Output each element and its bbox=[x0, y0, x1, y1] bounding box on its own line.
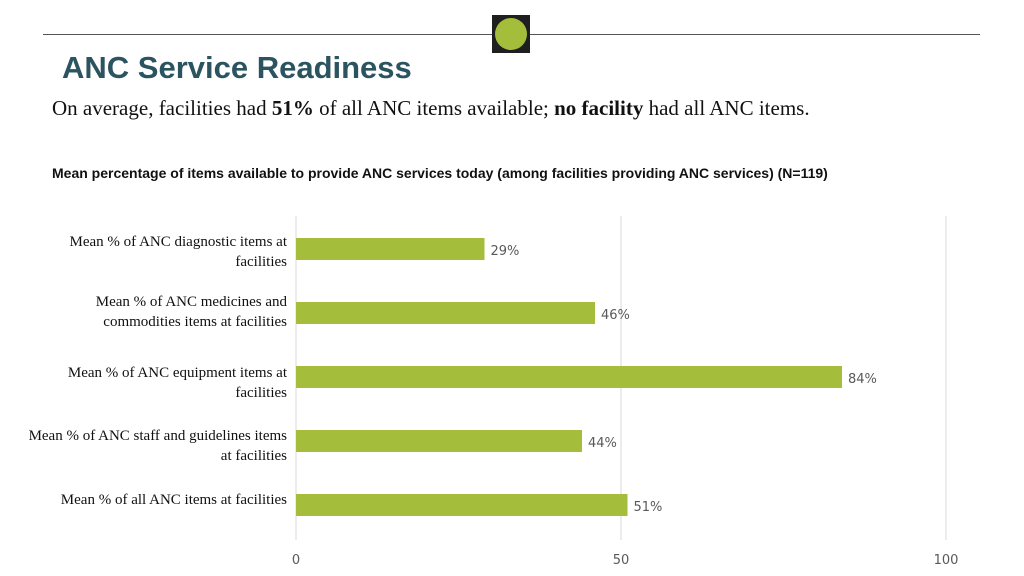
subtitle-part-3: had all ANC items. bbox=[643, 96, 810, 120]
subtitle-part-1: On average, facilities had bbox=[52, 96, 272, 120]
bar-0 bbox=[296, 238, 485, 260]
category-label-all-items: Mean % of all ANC items at facilities bbox=[60, 492, 287, 508]
bar-4 bbox=[296, 494, 628, 516]
value-label-0: 29% bbox=[491, 244, 520, 259]
subtitle: On average, facilities had 51% of all AN… bbox=[52, 94, 932, 122]
logo bbox=[492, 15, 530, 53]
value-label-3: 44% bbox=[588, 436, 617, 451]
x-tick-label-50: 50 bbox=[613, 553, 630, 568]
category-label-diagnostic: Mean % of ANC diagnostic items at facili… bbox=[69, 234, 287, 270]
value-label-1: 46% bbox=[601, 308, 630, 323]
x-tick-label-0: 0 bbox=[292, 553, 300, 568]
value-label-2: 84% bbox=[848, 372, 877, 387]
subtitle-bold-2: no facility bbox=[554, 96, 644, 120]
logo-dot-icon bbox=[495, 18, 527, 50]
subtitle-bold-1: 51% bbox=[271, 96, 314, 120]
chart-title: Mean percentage of items available to pr… bbox=[52, 165, 828, 181]
page-title: ANC Service Readiness bbox=[62, 50, 412, 85]
x-tick-label-100: 100 bbox=[934, 553, 959, 568]
bar-3 bbox=[296, 430, 582, 452]
subtitle-part-2: of all ANC items available; bbox=[313, 96, 555, 120]
bar-1 bbox=[296, 302, 595, 324]
bar-2 bbox=[296, 366, 842, 388]
category-label-equipment: Mean % of ANC equipment items at facilit… bbox=[67, 365, 287, 401]
category-label-staff: Mean % of ANC staff and guidelines items… bbox=[28, 428, 287, 464]
category-label-medicines: Mean % of ANC medicines and commodities … bbox=[95, 294, 287, 330]
value-label-4: 51% bbox=[634, 500, 663, 515]
